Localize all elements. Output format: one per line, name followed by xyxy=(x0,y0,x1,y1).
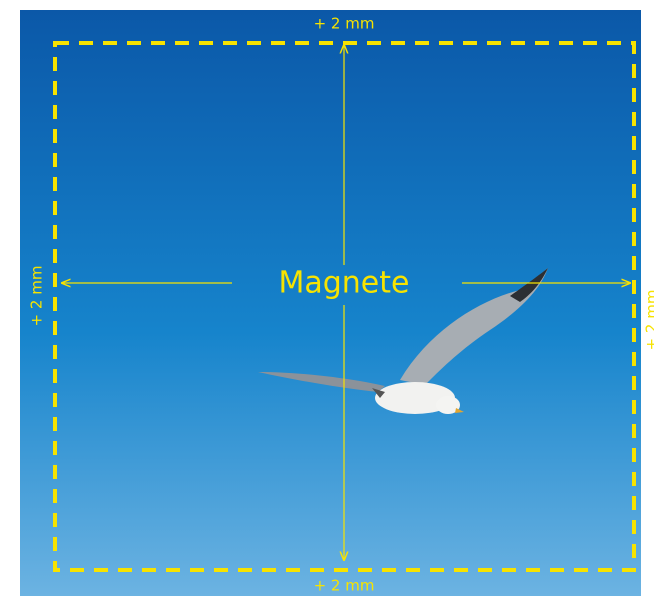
template: Magnete + 2 mm + 2 mm + 2 mm + 2 mm xyxy=(0,0,654,596)
bottom-label: + 2 mm xyxy=(314,577,375,595)
sky-photo xyxy=(20,10,641,596)
center-label: Magnete xyxy=(278,266,409,301)
right-label: + 2 mm xyxy=(643,290,654,351)
top-label: + 2 mm xyxy=(314,15,375,33)
left-label: + 2 mm xyxy=(28,266,46,327)
